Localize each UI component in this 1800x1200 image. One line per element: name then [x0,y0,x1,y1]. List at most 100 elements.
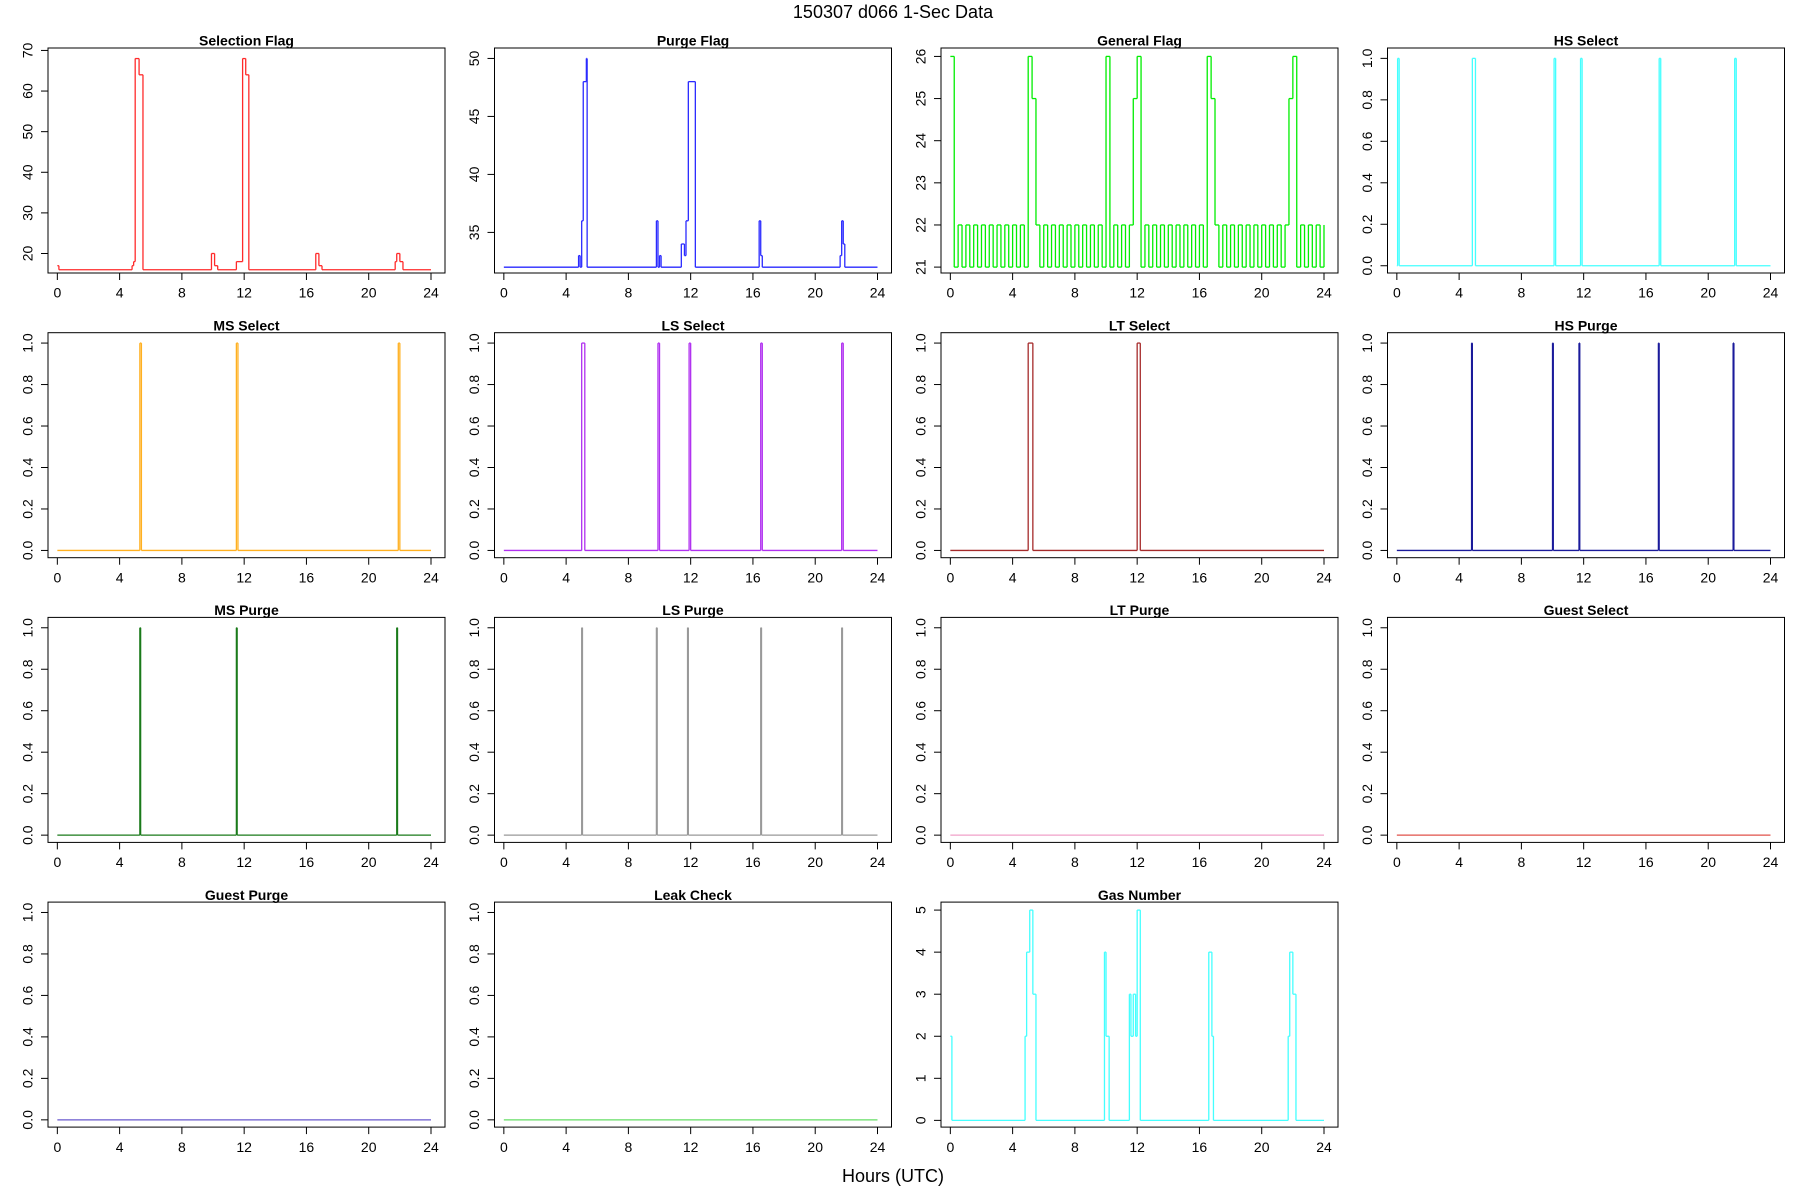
x-tick-label: 20 [807,569,823,585]
y-tick-label: 0.2 [20,1068,36,1088]
x-tick-label: 8 [624,285,632,301]
x-tick-label: 24 [1763,569,1779,585]
x-tick-label: 16 [1192,854,1208,870]
x-tick-label: 12 [683,569,699,585]
y-tick-label: 0.0 [913,825,929,845]
y-tick-label: 1.0 [1359,48,1375,68]
x-tick-label: 8 [624,854,632,870]
y-tick-label: 1.0 [1359,618,1375,638]
y-tick-label: 30 [20,205,36,221]
panel-title: General Flag [1097,33,1182,49]
y-tick-label: 0.0 [1359,541,1375,561]
x-tick-label: 20 [1700,854,1716,870]
x-tick-label: 12 [1576,285,1592,301]
panel-title: HS Purge [1554,317,1617,333]
y-tick-label: 24 [913,133,929,149]
y-tick-label: 0.2 [913,499,929,519]
x-tick-label: 8 [178,285,186,301]
y-tick-label: 0.2 [466,784,482,804]
plot-frame [940,901,1339,1128]
x-tick-label: 12 [236,569,252,585]
y-tick-label: 1 [913,1074,929,1082]
x-tick-label: 0 [53,285,61,301]
y-tick-label: 40 [466,166,482,182]
x-tick-label: 16 [1638,854,1654,870]
y-tick-label: 0.2 [913,784,929,804]
x-tick-label: 0 [500,854,508,870]
plot-frame [940,47,1339,274]
y-tick-label: 0.4 [1359,458,1375,478]
x-tick-label: 16 [1638,285,1654,301]
y-tick-label: 22 [913,217,929,233]
y-tick-label: 45 [466,108,482,124]
x-tick-label: 12 [1129,854,1145,870]
x-tick-label: 20 [361,1139,377,1155]
x-tick-label: 12 [1129,285,1145,301]
plot-frame [47,901,446,1128]
y-tick-label: 5 [913,906,929,914]
y-tick-label: 4 [913,948,929,956]
x-tick-label: 16 [299,569,315,585]
plot-frame [494,616,892,843]
x-tick-label: 16 [745,1139,761,1155]
x-tick-label: 4 [116,1139,124,1155]
y-tick-label: 0.2 [1359,214,1375,234]
y-tick-label: 0.0 [20,1110,36,1130]
x-tick-label: 8 [178,569,186,585]
y-tick-label: 60 [20,83,36,99]
panel-title: Guest Purge [205,887,288,903]
y-tick-label: 1.0 [1359,333,1375,353]
y-tick-label: 0.4 [913,742,929,762]
y-tick-label: 0.6 [1359,131,1375,151]
y-tick-label: 0.4 [913,458,929,478]
y-tick-label: 2 [913,1032,929,1040]
plot-frame [1387,616,1785,843]
x-tick-label: 0 [946,854,954,870]
x-tick-label: 24 [1763,285,1779,301]
x-tick-label: 24 [870,854,886,870]
x-tick-label: 16 [1638,569,1654,585]
x-tick-label: 16 [745,569,761,585]
x-tick-label: 20 [361,854,377,870]
plot-frame [1387,47,1785,274]
y-tick-label: 0.4 [466,458,482,478]
y-tick-label: 0.8 [913,375,929,395]
plot-frame [940,332,1339,559]
y-tick-label: 0.2 [466,1068,482,1088]
x-tick-label: 20 [807,1139,823,1155]
y-tick-label: 0.0 [913,541,929,561]
x-tick-label: 8 [1517,285,1525,301]
y-tick-label: 0.8 [466,659,482,679]
y-tick-label: 1.0 [466,333,482,353]
y-tick-label: 0.0 [1359,825,1375,845]
y-tick-label: 0.8 [20,375,36,395]
y-tick-label: 0.0 [20,825,36,845]
x-tick-label: 0 [53,854,61,870]
y-tick-label: 1.0 [20,333,36,353]
x-tick-label: 0 [946,285,954,301]
y-tick-label: 35 [466,224,482,240]
y-tick-label: 1.0 [466,618,482,638]
x-tick-label: 12 [1576,569,1592,585]
x-tick-label: 4 [562,1139,570,1155]
x-tick-label: 4 [1455,285,1463,301]
x-tick-label: 16 [299,854,315,870]
plot-frame [1387,332,1785,559]
x-tick-label: 4 [1455,569,1463,585]
x-axis-label: Hours (UTC) [842,1166,944,1186]
y-tick-label: 0.4 [466,742,482,762]
x-tick-label: 16 [1192,285,1208,301]
y-tick-label: 0.0 [20,541,36,561]
x-tick-label: 4 [1009,1139,1017,1155]
panel-title: MS Purge [214,602,279,618]
x-tick-label: 0 [53,1139,61,1155]
x-tick-label: 8 [1071,1139,1079,1155]
x-tick-label: 0 [500,1139,508,1155]
x-tick-label: 16 [1192,569,1208,585]
x-tick-label: 0 [500,285,508,301]
panel-title: LS Select [661,317,724,333]
y-tick-label: 0.6 [1359,416,1375,436]
x-tick-label: 12 [1129,1139,1145,1155]
y-tick-label: 0.2 [20,784,36,804]
